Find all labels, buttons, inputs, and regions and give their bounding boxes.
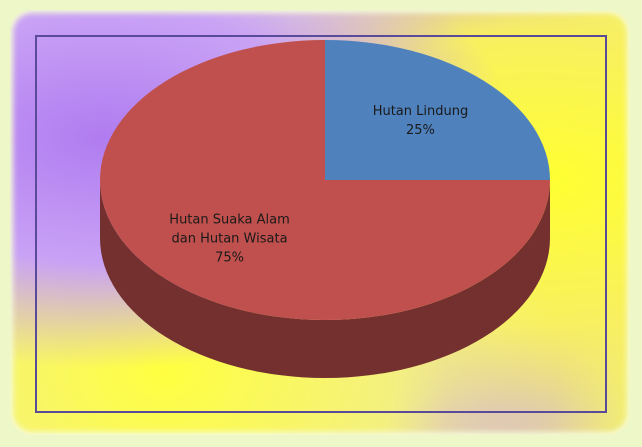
data-label: Hutan Suaka Alam dan Hutan Wisata 75% bbox=[165, 211, 295, 268]
pie-side bbox=[100, 180, 550, 378]
value-label: 75% bbox=[215, 250, 244, 266]
category-label: Hutan Lindung bbox=[372, 103, 469, 119]
value-label: 25% bbox=[406, 122, 435, 138]
pie-slice bbox=[325, 40, 550, 180]
data-label: Hutan Lindung 25% bbox=[355, 102, 485, 140]
pie-slice bbox=[100, 40, 550, 320]
plot-area bbox=[35, 35, 607, 413]
category-label: Hutan Suaka Alam dan Hutan Wisata bbox=[169, 212, 290, 247]
